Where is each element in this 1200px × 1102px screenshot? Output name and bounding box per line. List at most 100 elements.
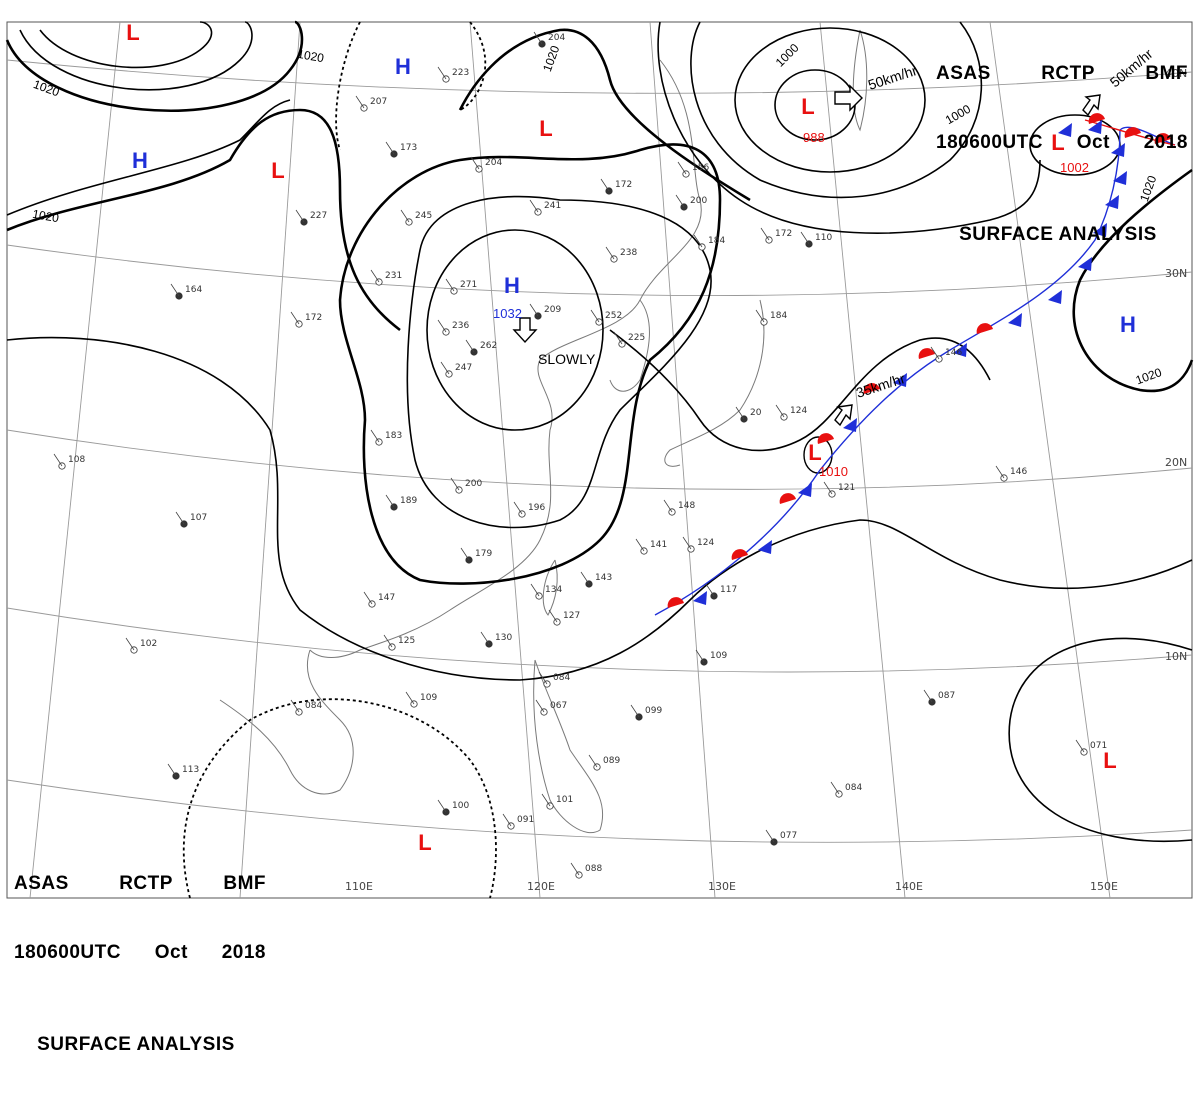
wind-barb-icon [470, 156, 480, 170]
lon-line-100e [29, 21, 121, 899]
station-pressure-value: 209 [544, 305, 561, 315]
station-observation: 148 [663, 499, 695, 516]
wind-barb-icon [530, 583, 540, 597]
cold-front-triangle [1088, 120, 1102, 134]
coastlines [219, 29, 868, 834]
wind-barb-icon [605, 246, 615, 260]
cold-front-triangle [693, 591, 707, 605]
station-pressure-value: 071 [1090, 741, 1107, 751]
front-symbols [667, 113, 1171, 608]
station-pressure-value: 252 [605, 311, 622, 321]
footer-center-code: ASAS [14, 873, 69, 894]
wind-barb-icon [363, 591, 373, 605]
warm-front-semicircle [731, 549, 748, 560]
wind-barb-icon [383, 634, 393, 648]
wind-barb-icon [630, 704, 640, 718]
cold-front-triangle [1048, 290, 1062, 304]
high-center-high-china: H [504, 273, 520, 298]
isobar [458, 28, 751, 202]
station-observation: 189 [385, 494, 417, 511]
station-pressure-value: 225 [628, 333, 645, 343]
lat-line-20n [6, 429, 1193, 490]
central-pressure-value: 1002 [1060, 160, 1089, 175]
cloud-cover-icon [668, 508, 676, 516]
wind-barb-icon [695, 649, 705, 663]
cold-front-triangle [953, 343, 967, 357]
station-pressure-value: 109 [710, 651, 727, 661]
wind-barb-icon [735, 406, 745, 420]
station-pressure-value: 121 [838, 483, 855, 493]
latitude-label: 20N [1165, 456, 1187, 469]
wind-barb-icon [480, 631, 490, 645]
philippines-coast [533, 659, 604, 834]
wind-barb-icon [370, 429, 380, 443]
wind-barb-icon [613, 331, 623, 345]
footer-time: 180600UTC [14, 942, 121, 963]
latitude-label: 40N [1165, 67, 1187, 80]
wind-barb-icon [445, 278, 455, 292]
isobar [657, 21, 1041, 234]
dashed-isobars [182, 21, 497, 899]
high-arrow-icon [512, 317, 538, 344]
isobar [338, 143, 722, 585]
station-observation: 231 [370, 269, 402, 286]
wind-barb-icon [580, 571, 590, 585]
isobar [39, 21, 213, 69]
footer-title: SURFACE ANALYSIS [37, 1034, 235, 1055]
map-frame [6, 21, 1193, 899]
wind-barb-icon [460, 547, 470, 561]
isobar-value-label: 1020 [296, 47, 325, 65]
station-pressure-value: 204 [485, 158, 502, 168]
wind-barb-icon [290, 699, 300, 713]
low-center-low-frontal: L [808, 440, 821, 465]
station-pressure-value: 084 [845, 783, 862, 793]
wind-barb-icon [450, 477, 460, 491]
header-top: ASAS RCTP BMF 180600UTC Oct 2018 SURFACE… [936, 16, 1188, 292]
header-line-3: SURFACE ANALYSIS [936, 200, 1188, 269]
station-pressure-value: 099 [645, 706, 662, 716]
header-year: 2018 [1143, 132, 1188, 153]
low-center-low-south: L [418, 830, 431, 855]
station-observation: 084 [538, 671, 570, 688]
station-observation: 113 [167, 763, 199, 780]
station-pressure-value: 179 [475, 549, 492, 559]
station-observation: 204 [533, 31, 565, 48]
movement-arrows [512, 84, 1101, 427]
station-observation: 102 [125, 637, 157, 654]
station-observation: 071 [1075, 739, 1107, 756]
low-center-low-okhotsk: L [801, 94, 814, 119]
station-observation: 200 [675, 194, 707, 211]
station-observation: 146 [930, 346, 962, 363]
station-pressure-value: 117 [720, 585, 737, 595]
station-pressure-value: 207 [370, 97, 387, 107]
taiwan-coast [542, 559, 558, 616]
isobar-value-label: 1020 [31, 207, 60, 225]
wind-barb-icon [682, 536, 692, 550]
station-observation: 107 [175, 511, 207, 528]
footer-line-3: SURFACE ANALYSIS [14, 1010, 266, 1079]
station-observation: 141 [635, 538, 667, 555]
station-observation: 247 [440, 361, 472, 378]
lon-line-110e [239, 21, 301, 899]
station-observation: 204 [470, 156, 502, 173]
station-observation: 087 [923, 689, 955, 706]
station-pressure-value: 146 [945, 348, 962, 358]
wind-barb-icon [600, 178, 610, 192]
fronts [654, 113, 1176, 616]
wind-barb-icon [705, 583, 715, 597]
station-observation: 252 [590, 309, 622, 326]
high-center-high-far-west: H [132, 148, 148, 173]
station-pressure-value: 183 [385, 431, 402, 441]
isobar [1008, 637, 1193, 842]
wind-barb-icon [588, 754, 598, 768]
cold-front-triangle [1058, 123, 1072, 137]
wind-barb-icon [548, 609, 558, 623]
station-pressure-value: 200 [690, 196, 707, 206]
footer-office-code: BMF [223, 873, 266, 894]
warm-front-semicircle [863, 383, 880, 394]
indochina-coast [219, 649, 354, 795]
lat-line-40n [6, 59, 1193, 94]
station-pressure-value: 101 [556, 795, 573, 805]
central-pressure-value: 1010 [819, 464, 848, 479]
longitude-label: 130E [708, 880, 736, 893]
